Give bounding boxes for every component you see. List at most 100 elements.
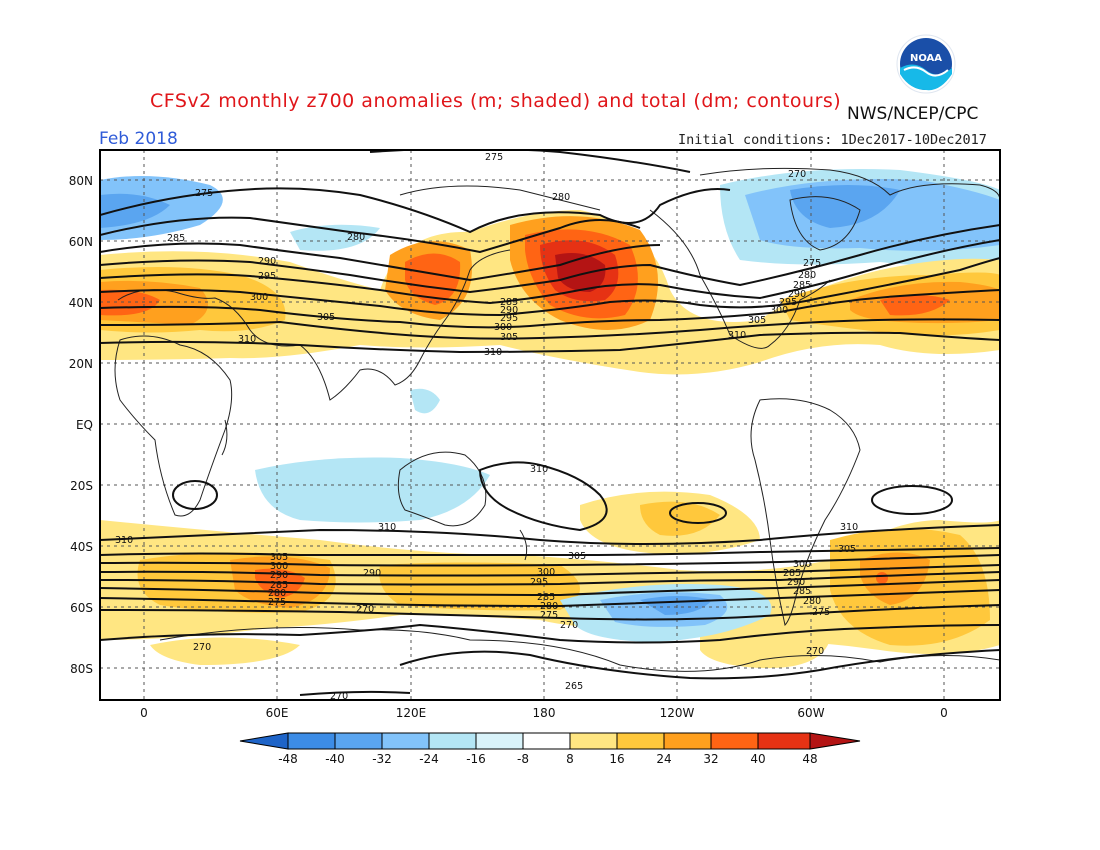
contour-label: 280 (798, 270, 816, 281)
contour-label: 285 (537, 592, 555, 603)
lon-label-120w: 120W (660, 706, 695, 720)
contour-labels: 275 275 280 280 285 290 295 300 305 310 … (115, 152, 858, 702)
contour-label: 300 (250, 292, 268, 303)
colorbar-label: 40 (750, 752, 765, 766)
contour-label: 280 (347, 232, 365, 243)
colorbar-label: -16 (466, 752, 486, 766)
lon-label-60e: 60E (266, 706, 289, 720)
anomaly-shading (100, 169, 1000, 669)
initial-conditions-label: Initial conditions: 1Dec2017-10Dec2017 (678, 132, 987, 148)
lat-label-eq: EQ (76, 418, 93, 432)
map-frame (99, 149, 1001, 701)
colorbar (239, 732, 861, 750)
contour-label: 295 (258, 271, 276, 282)
contour-label: 275 (540, 610, 558, 621)
colorbar-label: -24 (419, 752, 439, 766)
lon-label-180: 180 (533, 706, 556, 720)
lat-label-60s: 60S (70, 601, 93, 615)
colorbar-bin (616, 732, 665, 750)
contour-label: 270 (788, 169, 806, 180)
lon-label-60w: 60W (797, 706, 824, 720)
colorbar-label: 48 (802, 752, 817, 766)
lon-label-0-east: 0 (940, 706, 948, 720)
contour-label: 310 (378, 522, 396, 533)
contour-label: 270 (330, 691, 348, 702)
lat-label-40s: 40S (70, 540, 93, 554)
colorbar-label: 24 (656, 752, 671, 766)
contour-label: 295 (530, 577, 548, 588)
lat-label-80s: 80S (70, 662, 93, 676)
colorbar-bin (710, 732, 759, 750)
contour-label: 310 (484, 347, 502, 358)
contour-label: 280 (803, 596, 821, 607)
colorbar-label: -40 (325, 752, 345, 766)
height-contours (100, 150, 1000, 696)
contour-label: 305 (317, 312, 335, 323)
colorbar-label: -48 (278, 752, 298, 766)
contour-label: 305 (748, 315, 766, 326)
noaa-logo: NOAA (896, 34, 956, 94)
colorbar-label: 8 (566, 752, 574, 766)
contour-label: 275 (485, 152, 503, 163)
contour-label: 305 (500, 332, 518, 343)
lon-label-0-west: 0 (140, 706, 148, 720)
contour-label: 285 (270, 580, 288, 591)
coastlines (114, 167, 1000, 672)
valid-month-label: Feb 2018 (99, 129, 178, 149)
agency-label: NWS/NCEP/CPC (847, 104, 979, 124)
contour-label: 295 (500, 313, 518, 324)
contour-label: 290 (270, 570, 288, 581)
contour-label: 275 (812, 607, 830, 618)
contour-label: 265 (565, 681, 583, 692)
contour-label: 305 (838, 544, 856, 555)
contour-label: 290 (258, 256, 276, 267)
contour-label: 300 (770, 305, 788, 316)
chart-title: CFSv2 monthly z700 anomalies (m; shaded)… (150, 90, 842, 112)
lat-label-60n: 60N (69, 235, 93, 249)
lat-label-80n: 80N (69, 174, 93, 188)
colorbar-bin (287, 732, 336, 750)
contour-label: 300 (793, 559, 811, 570)
contour-label: 310 (238, 334, 256, 345)
contour-label: 285 (793, 280, 811, 291)
colorbar-right-arrow (809, 732, 861, 750)
contour-label: 275 (803, 258, 821, 269)
colorbar-label: 16 (609, 752, 624, 766)
colorbar-bin (334, 732, 383, 750)
contour-label: 290 (788, 289, 806, 300)
lon-label-120e: 120E (396, 706, 427, 720)
contour-label: 270 (193, 642, 211, 653)
contour-label: 305 (568, 551, 586, 562)
latitude-labels: 80N 60N 40N 20N EQ 20S 40S 60S 80S (69, 174, 93, 676)
contour-label: 290 (500, 305, 518, 316)
colorbar-left-arrow (239, 732, 289, 750)
contour-label: 275 (195, 188, 213, 199)
colorbar-bin (663, 732, 712, 750)
contour-label: 310 (728, 330, 746, 341)
colorbar-bin (569, 732, 618, 750)
colorbar-bin (381, 732, 430, 750)
colorbar-bin (522, 732, 571, 750)
contour-label: 275 (268, 597, 286, 608)
lat-label-20s: 20S (70, 479, 93, 493)
contour-label: 310 (840, 522, 858, 533)
contour-label: 295 (779, 297, 797, 308)
contour-label: 310 (530, 464, 548, 475)
contour-label: 300 (494, 322, 512, 333)
contour-label: 270 (356, 604, 374, 615)
contour-label: 285 (167, 233, 185, 244)
colorbar-label: -8 (517, 752, 529, 766)
contour-label: 285 (783, 568, 801, 579)
graticule (100, 150, 1000, 700)
contour-label: 285 (793, 586, 811, 597)
contour-label: 285 (500, 297, 518, 308)
contour-label: 280 (540, 601, 558, 612)
colorbar-bin (428, 732, 477, 750)
colorbar-bin (475, 732, 524, 750)
longitude-labels: 0 60E 120E 180 120W 60W 0 (140, 706, 948, 720)
noaa-logo-text: NOAA (910, 53, 942, 64)
contour-label: 305 (270, 552, 288, 563)
colorbar-bin (757, 732, 811, 750)
map-panel: 275 275 280 280 285 290 295 300 305 310 … (100, 150, 1000, 702)
contour-label: 270 (560, 620, 578, 631)
